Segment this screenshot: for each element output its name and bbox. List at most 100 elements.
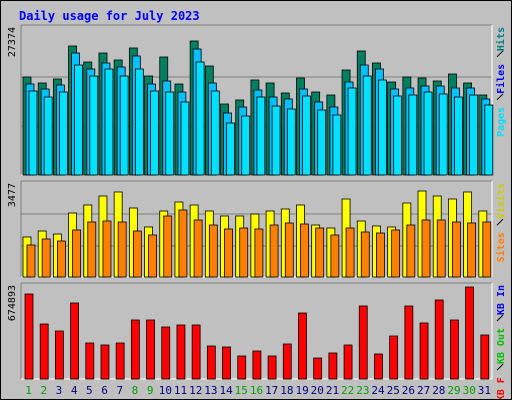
legend-separator-top-1 [496,93,504,101]
bar-sites-day-14 [224,228,233,278]
bar-pages-day-10 [165,91,175,176]
bar-pages-day-17 [271,105,281,176]
bar-pages-day-7 [119,75,129,176]
bar-pages-day-29 [454,96,463,176]
bar-pages-day-11 [180,101,190,176]
bar-pages-day-24 [378,79,387,176]
bar-sites-day-24 [376,232,385,278]
bar-sites-day-23 [360,231,370,278]
bar-pages-day-9 [150,90,159,176]
x-tick-label-20: 20 [311,384,324,397]
x-tick-label-2: 2 [40,384,47,397]
x-tick-label-19: 19 [295,384,308,397]
bar-kb-f-day-1 [24,293,34,380]
bar-kb-f-day-19 [298,312,307,380]
bar-kb-f-day-12 [191,324,201,380]
x-tick-label-22: 22 [341,384,354,397]
bar-pages-day-21 [332,114,342,176]
legend-label-sites: Sites [495,232,507,262]
bar-kb-f-day-4 [70,302,79,380]
bar-kb-f-day-3 [54,330,64,380]
bar-sites-day-25 [391,229,401,278]
bar-pages-day-5 [89,75,99,176]
bar-sites-day-6 [102,220,112,278]
bar-kb-f-day-27 [419,322,429,380]
bar-kb-f-day-20 [313,357,323,380]
bar-kb-f-day-2 [39,323,49,380]
x-tick-label-11: 11 [174,384,187,397]
x-tick-label-16: 16 [250,384,263,397]
x-tick-label-25: 25 [387,384,400,397]
bar-sites-day-9 [148,234,157,278]
bar-kb-f-day-21 [328,352,338,380]
x-tick-label-31: 31 [478,384,491,397]
bar-kb-f-day-28 [434,299,444,380]
x-tick-label-7: 7 [116,384,123,397]
bar-pages-day-2 [43,96,53,176]
x-tick-label-12: 12 [189,384,202,397]
bar-pages-day-16 [256,96,266,176]
bar-pages-day-22 [347,87,357,176]
bar-pages-day-27 [423,91,433,176]
x-tick-label-10: 10 [159,384,172,397]
x-tick-label-24: 24 [371,384,385,397]
legend-label-pages: Pages [496,107,507,137]
bar-sites-day-28 [436,219,446,278]
x-tick-label-26: 26 [402,384,415,397]
bar-kb-f-day-22 [343,344,353,380]
bar-sites-day-22 [345,227,355,278]
legend-separator-bottom-0 [496,314,504,322]
bar-pages-day-25 [393,95,403,176]
bar-sites-day-31 [482,221,492,278]
bar-sites-day-7 [117,221,127,278]
bar-sites-day-13 [208,224,218,278]
x-tick-label-30: 30 [463,384,476,397]
bar-pages-day-20 [317,109,327,176]
bar-pages-day-12 [195,61,205,176]
x-tick-label-5: 5 [86,384,93,397]
x-tick-label-28: 28 [432,384,445,397]
bar-sites-day-12 [193,219,203,278]
max-label-middle: 3477 [7,183,18,207]
x-tick-label-29: 29 [447,384,460,397]
x-tick-label-27: 27 [417,384,430,397]
bar-pages-day-28 [438,93,448,176]
bar-pages-day-6 [104,68,114,176]
bar-sites-day-11 [178,209,188,278]
bar-kb-f-day-9 [146,319,155,380]
x-tick-label-15: 15 [235,384,248,397]
bar-pages-day-13 [210,90,220,176]
x-tick-label-17: 17 [265,384,278,397]
bar-sites-day-16 [254,228,264,278]
bar-kb-f-day-14 [222,346,231,380]
bar-sites-day-15 [239,227,249,278]
bar-kb-f-day-7 [115,342,125,380]
x-tick-label-8: 8 [132,384,139,397]
x-tick-label-9: 9 [147,384,154,397]
bar-sites-day-26 [406,224,416,278]
x-tick-label-21: 21 [326,384,339,397]
bar-kb-f-day-15 [237,355,247,380]
bar-kb-f-day-18 [282,343,292,380]
bar-kb-f-day-24 [374,353,383,380]
x-tick-label-6: 6 [101,384,108,397]
max-label-top: 27374 [7,27,18,57]
legend-separator-middle-0 [496,218,504,226]
bar-sites-day-2 [41,238,51,278]
bar-sites-day-19 [300,223,309,278]
bar-kb-f-day-17 [267,355,277,380]
bar-kb-f-day-13 [206,345,216,380]
bar-kb-f-day-30 [465,286,475,380]
legend-label-kb-in: KB In [496,285,507,315]
bar-kb-f-day-8 [130,319,140,380]
legend-separator-top-0 [496,50,504,58]
bar-sites-day-5 [87,221,97,278]
max-label-bottom: 674893 [7,285,18,321]
bar-pages-day-26 [408,94,418,176]
bar-pages-day-19 [302,95,311,176]
legend-label-hits: Hits [495,27,507,51]
bar-pages-day-1 [28,90,38,176]
x-tick-label-1: 1 [25,384,32,397]
bar-kb-f-day-23 [358,305,368,380]
